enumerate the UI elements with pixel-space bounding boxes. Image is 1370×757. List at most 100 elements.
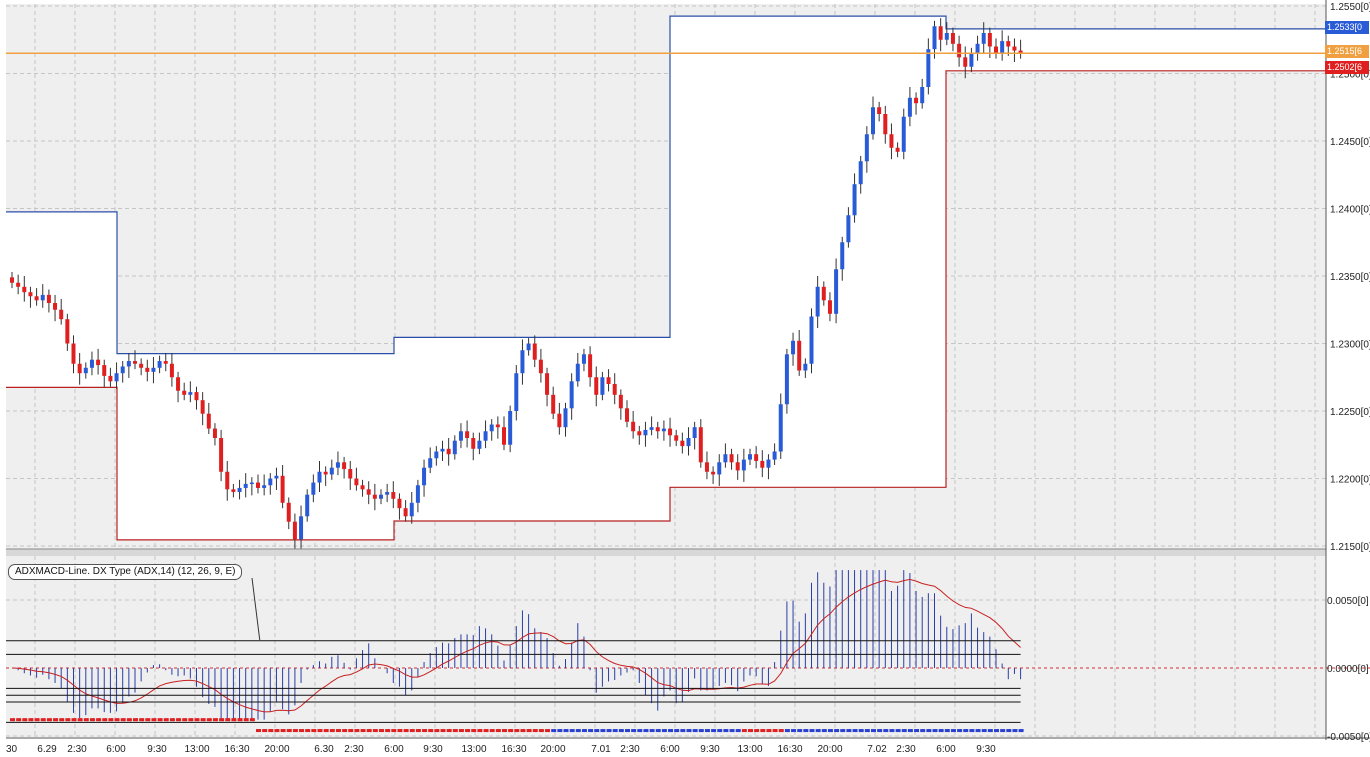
candle-body <box>219 438 224 472</box>
candle-body <box>89 359 94 368</box>
candle-body <box>10 277 14 283</box>
trend-dot <box>89 718 94 722</box>
trend-dot <box>563 729 568 733</box>
trend-dot <box>824 729 827 733</box>
trend-dot <box>751 729 753 733</box>
trend-dot <box>268 729 273 733</box>
time-axis-tick: 6:00 <box>106 744 126 755</box>
trend-dot <box>96 718 101 722</box>
candle-body <box>803 363 808 371</box>
trend-dot <box>861 729 864 733</box>
candle-body <box>169 363 174 378</box>
trend-dot <box>437 729 440 733</box>
candle-body <box>840 242 845 270</box>
trend-dot <box>698 729 703 733</box>
candle-body <box>65 319 70 344</box>
time-axis-tick: 20:00 <box>540 744 565 755</box>
trend-dot <box>797 729 802 733</box>
candle-body <box>477 440 482 449</box>
trend-dot <box>335 729 340 733</box>
indicator-axis-tick: -0.0050[0] <box>1327 732 1370 743</box>
trend-dot <box>926 729 931 733</box>
time-axis-tick: 6:00 <box>660 744 680 755</box>
trend-dot <box>658 729 661 733</box>
candle-body <box>741 459 746 471</box>
candle-body <box>133 361 137 364</box>
trend-dot <box>215 718 218 722</box>
trend-dot <box>105 718 108 722</box>
candle-body <box>342 462 347 470</box>
candle-body <box>256 482 260 488</box>
candle-body <box>1000 41 1005 54</box>
indicator-label-pointer <box>251 577 261 640</box>
trend-dot <box>388 729 391 733</box>
candle-body <box>231 489 236 492</box>
trend-dot <box>394 729 397 733</box>
candle-body <box>139 363 144 368</box>
trend-dot <box>707 729 710 733</box>
trend-dot <box>74 718 77 722</box>
candle-body <box>182 390 187 395</box>
candle-body <box>311 482 316 495</box>
price-axis-tick: 1.2350[0] <box>1330 272 1370 283</box>
time-axis-tick: 9:30 <box>700 744 720 755</box>
trend-dot <box>960 729 963 733</box>
trend-dot <box>514 729 519 733</box>
trend-dot <box>618 729 623 733</box>
candle-body <box>225 471 230 490</box>
trend-dot <box>455 729 458 733</box>
trend-dot <box>169 718 174 722</box>
trend-dot <box>591 729 594 733</box>
trend-dot <box>468 729 471 733</box>
time-axis-tick: 6:00 <box>384 744 404 755</box>
time-axis-tick: 6.30 <box>314 744 334 755</box>
trend-dot <box>603 729 606 733</box>
trend-dot <box>305 729 310 733</box>
trend-dot <box>385 729 390 733</box>
indicator-axis-tick: 0.0050[0] <box>1327 596 1369 607</box>
candle-body <box>1006 41 1011 47</box>
trend-dot <box>271 729 274 733</box>
trend-dot <box>326 729 329 733</box>
candle-body <box>723 454 728 463</box>
candle-body <box>809 316 814 364</box>
candle-body <box>194 392 199 401</box>
channel-box <box>946 28 1326 71</box>
trend-dot <box>314 729 317 733</box>
trend-dot <box>136 718 138 722</box>
candle-body <box>348 469 353 479</box>
trend-dot <box>803 729 808 733</box>
trend-dot <box>907 729 912 733</box>
price-axis-tick: 1.2150[0] <box>1330 542 1370 553</box>
candle-body <box>735 462 740 471</box>
candle-body <box>403 508 408 517</box>
trend-dot <box>43 718 46 722</box>
time-axis-tick: 7.01 <box>591 744 611 755</box>
candle-body <box>502 427 506 445</box>
trend-dot <box>840 729 845 733</box>
trend-dot <box>289 729 292 733</box>
trend-dot <box>637 729 642 733</box>
trend-dot <box>757 729 760 733</box>
trend-dot <box>123 718 126 722</box>
candle-body <box>588 354 593 378</box>
trend-dot <box>209 718 212 722</box>
trend-dot <box>609 729 612 733</box>
trend-dot <box>13 718 15 722</box>
trend-dot <box>111 718 114 722</box>
trend-dot <box>53 718 58 722</box>
trend-dot <box>206 718 211 722</box>
candle-body <box>606 377 611 384</box>
trend-dot <box>422 729 427 733</box>
trend-dot <box>219 718 224 722</box>
candle-body <box>889 134 894 148</box>
trend-dot <box>351 729 354 733</box>
trend-dot <box>440 729 445 733</box>
candle-body <box>526 343 531 351</box>
trend-dot <box>129 718 132 722</box>
candle-body <box>299 516 304 540</box>
candle-body <box>397 498 402 509</box>
macd-signal-line <box>11 578 1021 713</box>
trend-dot <box>938 729 943 733</box>
